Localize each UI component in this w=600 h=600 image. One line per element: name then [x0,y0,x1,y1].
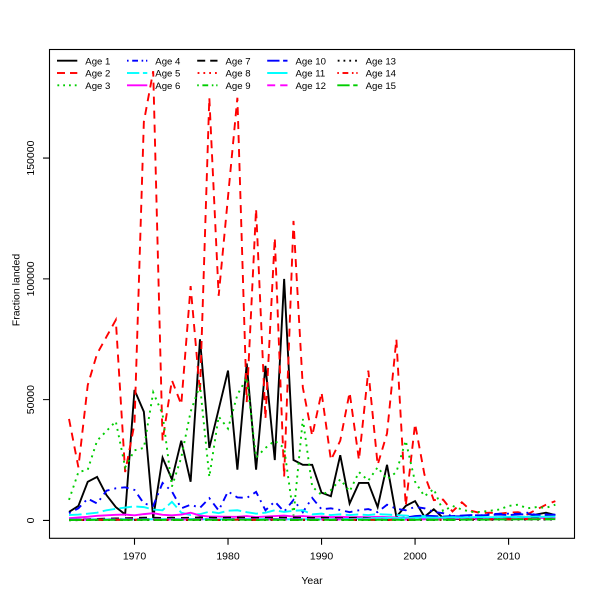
svg-text:Age 11: Age 11 [296,69,326,80]
svg-text:Age 13: Age 13 [366,56,396,67]
svg-text:Age 2: Age 2 [85,69,110,80]
svg-text:100000: 100000 [25,261,37,296]
svg-text:Fraction landed: Fraction landed [11,254,23,327]
svg-text:Age 3: Age 3 [85,81,110,92]
svg-text:Age 5: Age 5 [155,69,180,80]
svg-text:Age 12: Age 12 [296,81,326,92]
svg-text:Age 10: Age 10 [296,56,326,67]
svg-text:2010: 2010 [497,551,521,563]
svg-text:Age 1: Age 1 [85,56,110,67]
svg-text:Age 15: Age 15 [366,81,396,92]
svg-text:1970: 1970 [123,551,147,563]
svg-text:0: 0 [25,517,37,523]
svg-text:Age 6: Age 6 [155,81,180,92]
svg-text:150000: 150000 [25,140,37,175]
svg-text:Age 8: Age 8 [226,69,251,80]
svg-text:Age 4: Age 4 [155,56,181,67]
svg-text:Age 14: Age 14 [366,69,397,80]
svg-text:50000: 50000 [25,385,37,414]
svg-text:1990: 1990 [310,551,334,563]
svg-text:Year: Year [301,575,323,587]
svg-text:Age 7: Age 7 [226,56,251,67]
svg-text:1980: 1980 [216,551,240,563]
svg-text:2000: 2000 [403,551,427,563]
svg-text:Age 9: Age 9 [226,81,251,92]
